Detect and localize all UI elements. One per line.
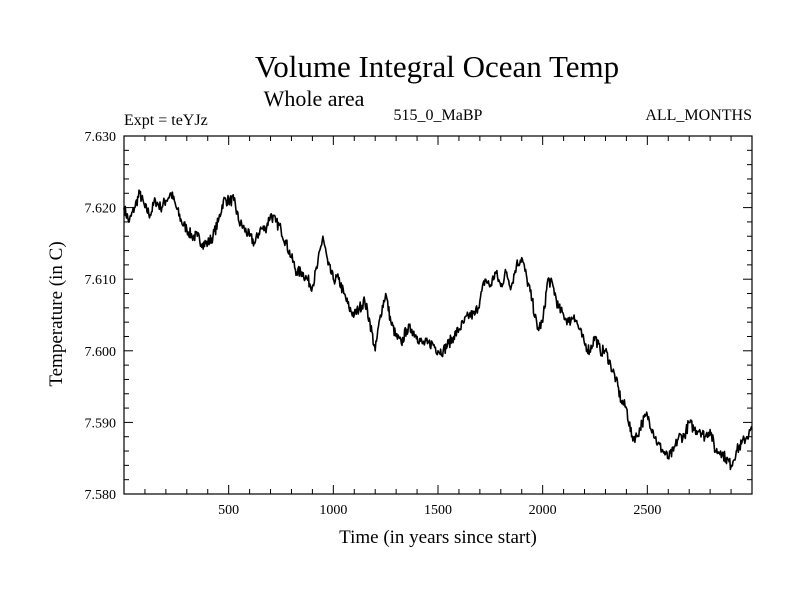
- y-tick-label: 7.590: [85, 416, 117, 431]
- months-label: ALL_MONTHS: [645, 107, 752, 124]
- plot-area: 500 1000 1500 2000 2500 7.580 7.590 7.600 7.610 7…: [85, 130, 753, 518]
- x-tick-label: 1000: [319, 503, 347, 518]
- period-label: 515_0_MaBP: [394, 107, 483, 124]
- x-tick-label: 2000: [529, 503, 557, 518]
- x-axis-label: Time (in years since start): [339, 527, 537, 548]
- chart-title: Volume Integral Ocean Temp: [255, 49, 619, 84]
- y-tick-label: 7.630: [85, 130, 117, 145]
- x-tick-label: 1500: [424, 503, 452, 518]
- y-tick-label: 7.610: [85, 273, 117, 288]
- chart-subtitle: Whole area: [264, 86, 365, 111]
- experiment-label: Expt = teYJz: [124, 112, 208, 129]
- x-tick-label: 500: [218, 503, 239, 518]
- y-tick-label: 7.620: [85, 202, 117, 217]
- x-tick-label: 2500: [633, 503, 661, 518]
- y-tick-label: 7.600: [85, 345, 117, 360]
- series-line: [123, 189, 753, 471]
- y-axis-label: Temperature (in C): [46, 241, 67, 386]
- plot-frame: [123, 135, 753, 495]
- y-tick-label: 7.580: [85, 488, 117, 503]
